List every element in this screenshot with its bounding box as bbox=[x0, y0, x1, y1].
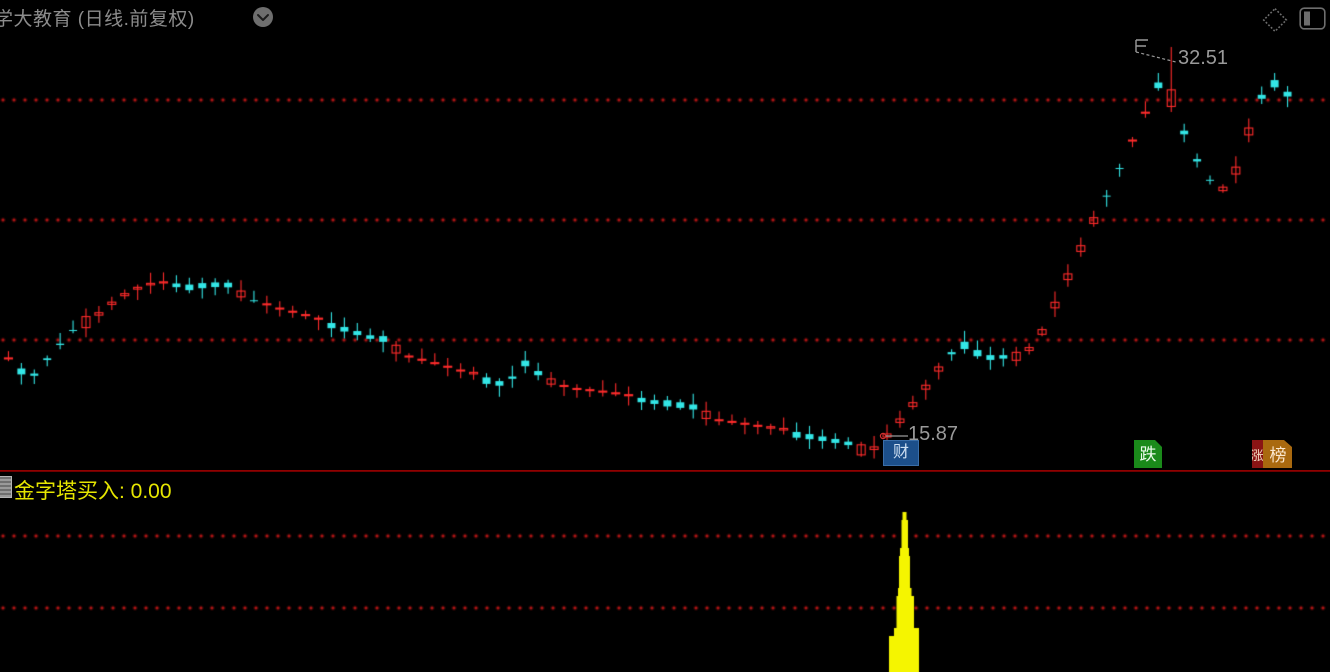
svg-text:涨: 涨 bbox=[1252, 448, 1264, 463]
svg-text:跌: 跌 bbox=[1140, 445, 1157, 464]
svg-text:榜: 榜 bbox=[1270, 446, 1287, 465]
